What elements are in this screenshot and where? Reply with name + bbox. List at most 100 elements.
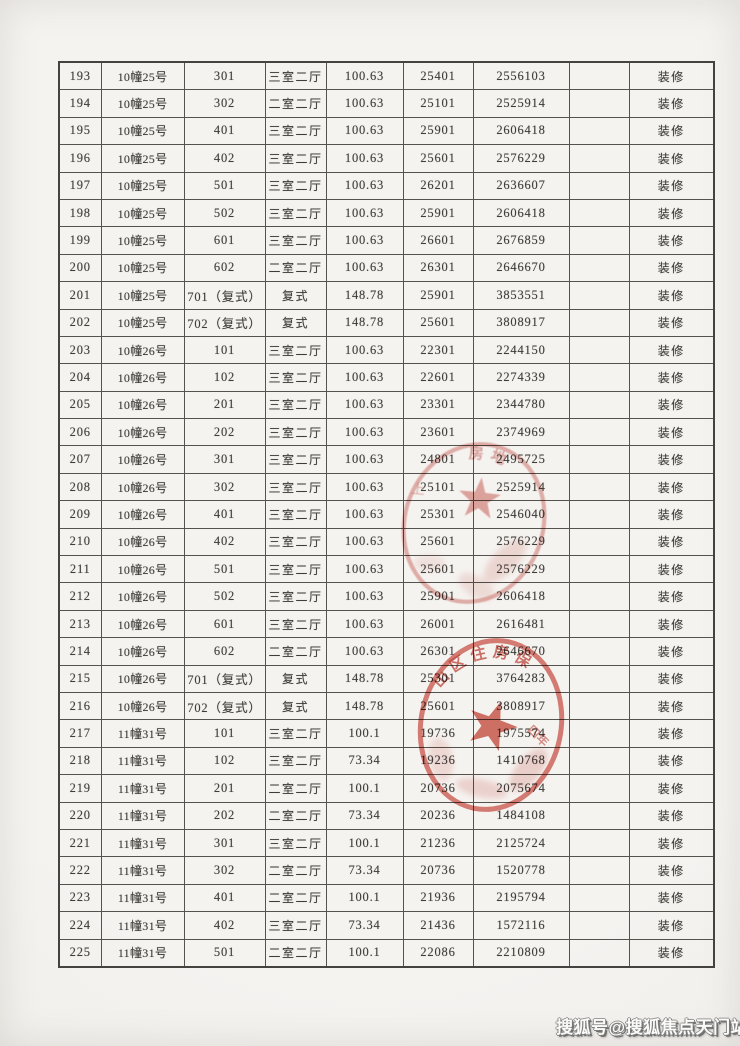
cell-decoration: 装修 — [628, 198, 715, 228]
table-row: 214 10幢26号 602 二室二厅 100.63 26301 2646670 装修 — [58, 637, 715, 666]
table-row: 221 11幢31号 301 三室二厅 100.1 21236 2125724 装修 — [58, 828, 715, 858]
cell-seq: 222 — [58, 856, 102, 885]
cell-building: 10幢26号 — [100, 472, 185, 502]
cell-area: 100.63 — [325, 116, 404, 146]
cell-layout: 三室二厅 — [264, 116, 327, 146]
table-row: 210 10幢26号 402 三室二厅 100.63 25601 2576229 装修 — [58, 527, 715, 557]
cell-area: 100.1 — [325, 938, 404, 968]
cell-decoration: 装修 — [628, 253, 715, 283]
cell-area: 73.34 — [325, 746, 404, 776]
cell-area: 148.78 — [325, 308, 404, 337]
cell-decoration: 装修 — [628, 856, 715, 885]
cell-decoration: 装修 — [628, 609, 715, 639]
cell-unit-price: 22086 — [402, 938, 474, 968]
cell-unit-price: 25101 — [402, 89, 474, 118]
cell-total-price: 2344780 — [472, 390, 570, 420]
cell-building: 10幢25号 — [100, 116, 185, 146]
cell-blank — [568, 335, 630, 365]
cell-room: 601 — [183, 609, 266, 639]
cell-decoration: 装修 — [628, 883, 715, 913]
cell-room: 402 — [183, 527, 266, 557]
cell-seq: 204 — [58, 363, 102, 392]
cell-seq: 196 — [58, 144, 102, 173]
cell-unit-price: 26301 — [402, 637, 474, 666]
cell-total-price: 2606418 — [472, 582, 570, 611]
cell-room: 301 — [183, 445, 266, 474]
cell-seq: 212 — [58, 582, 102, 611]
cell-decoration: 装修 — [628, 472, 715, 502]
cell-room: 502 — [183, 582, 266, 611]
cell-decoration: 装修 — [628, 418, 715, 447]
cell-seq: 198 — [58, 198, 102, 228]
cell-layout: 三室二厅 — [264, 226, 327, 255]
cell-area: 100.63 — [325, 144, 404, 173]
cell-layout: 二室二厅 — [264, 938, 327, 968]
cell-decoration: 装修 — [628, 390, 715, 420]
cell-building: 10幢25号 — [100, 226, 185, 255]
cell-decoration: 装修 — [628, 61, 715, 91]
cell-unit-price: 19736 — [402, 719, 474, 748]
cell-decoration: 装修 — [628, 911, 715, 940]
cell-unit-price: 26001 — [402, 609, 474, 639]
cell-building: 11幢31号 — [100, 883, 185, 913]
cell-area: 100.63 — [325, 637, 404, 666]
cell-layout: 三室二厅 — [264, 472, 327, 502]
cell-layout: 三室二厅 — [264, 609, 327, 639]
cell-area: 100.1 — [325, 774, 404, 803]
cell-unit-price: 21936 — [402, 883, 474, 913]
table-row: 199 10幢25号 601 三室二厅 100.63 26601 2676859 装修 — [58, 226, 715, 255]
cell-unit-price: 25901 — [402, 116, 474, 146]
cell-area: 73.34 — [325, 856, 404, 885]
price-table-body: 193 10幢25号 301 三室二厅 100.63 25401 2556103 装修 194 1… — [58, 61, 715, 968]
cell-blank — [568, 390, 630, 420]
cell-total-price: 2125724 — [472, 828, 570, 858]
table-row: 217 11幢31号 101 三室二厅 100.1 19736 1975574 装修 — [58, 719, 715, 748]
table-row: 224 11幢31号 402 三室二厅 73.34 21436 1572116 装修 — [58, 911, 715, 940]
cell-building: 10幢25号 — [100, 198, 185, 228]
cell-decoration: 装修 — [628, 637, 715, 666]
cell-unit-price: 21436 — [402, 911, 474, 940]
cell-room: 101 — [183, 719, 266, 748]
cell-area: 100.63 — [325, 555, 404, 584]
cell-area: 100.63 — [325, 582, 404, 611]
cell-total-price: 1484108 — [472, 801, 570, 830]
cell-layout: 复式 — [264, 691, 327, 721]
cell-building: 10幢25号 — [100, 281, 185, 310]
cell-room: 202 — [183, 801, 266, 830]
cell-layout: 三室二厅 — [264, 418, 327, 447]
cell-room: 701（复式） — [183, 664, 266, 693]
table-row: 225 11幢31号 501 二室二厅 100.1 22086 2210809 装修 — [58, 938, 715, 968]
cell-layout: 三室二厅 — [264, 911, 327, 940]
cell-area: 100.63 — [325, 472, 404, 502]
cell-layout: 二室二厅 — [264, 253, 327, 283]
cell-total-price: 2606418 — [472, 198, 570, 228]
cell-total-price: 2525914 — [472, 472, 570, 502]
cell-blank — [568, 198, 630, 228]
cell-unit-price: 25601 — [402, 555, 474, 584]
cell-blank — [568, 856, 630, 885]
cell-room: 202 — [183, 418, 266, 447]
cell-decoration: 装修 — [628, 582, 715, 611]
cell-room: 102 — [183, 746, 266, 776]
cell-seq: 225 — [58, 938, 102, 968]
cell-decoration: 装修 — [628, 746, 715, 776]
cell-area: 100.63 — [325, 390, 404, 420]
cell-unit-price: 25901 — [402, 198, 474, 228]
cell-building: 10幢26号 — [100, 527, 185, 557]
cell-blank — [568, 938, 630, 968]
table-row: 215 10幢26号 701（复式） 复式 148.78 25301 3764283 装修 — [58, 664, 715, 693]
cell-unit-price: 26201 — [402, 171, 474, 200]
cell-decoration: 装修 — [628, 171, 715, 200]
cell-layout: 三室二厅 — [264, 500, 327, 529]
cell-unit-price: 21236 — [402, 828, 474, 858]
cell-total-price: 2676859 — [472, 226, 570, 255]
cell-building: 10幢25号 — [100, 253, 185, 283]
cell-total-price: 2636607 — [472, 171, 570, 200]
cell-layout: 三室二厅 — [264, 746, 327, 776]
sohu-watermark: 搜狐号@搜狐焦点天门站 — [556, 1018, 740, 1037]
table-row: 202 10幢25号 702（复式） 复式 148.78 25601 3808917 装修 — [58, 308, 715, 337]
cell-unit-price: 20736 — [402, 774, 474, 803]
table-row: 204 10幢26号 102 三室二厅 100.63 22601 2274339 装修 — [58, 363, 715, 392]
cell-layout: 三室二厅 — [264, 335, 327, 365]
cell-building: 10幢26号 — [100, 637, 185, 666]
